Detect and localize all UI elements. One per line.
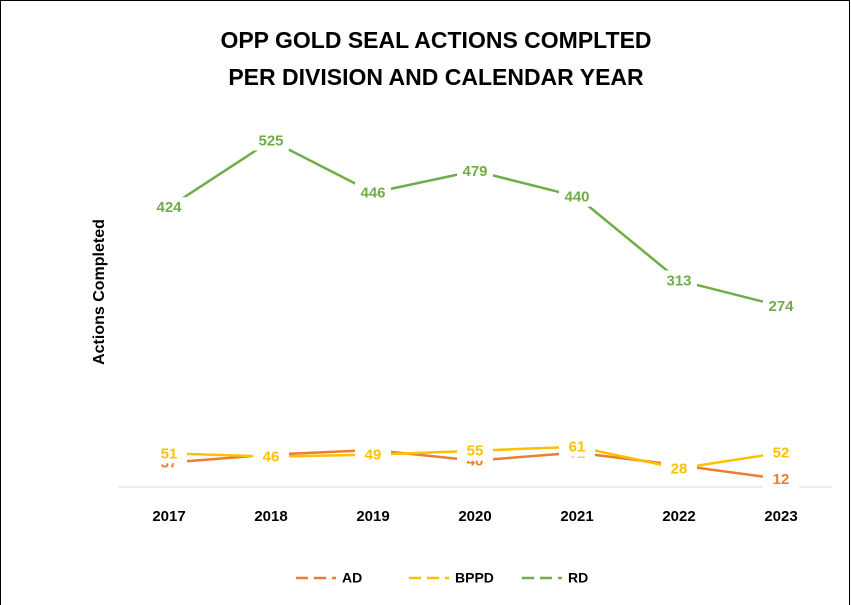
data-label-bg: [355, 444, 391, 465]
x-tick-label: 2018: [254, 508, 287, 525]
data-label-bg: [763, 296, 799, 317]
data-label-bg: [457, 160, 493, 181]
data-label-bg: [151, 197, 187, 218]
x-tick-label: 2022: [662, 508, 695, 525]
data-label-bg: [253, 130, 289, 151]
data-label-bg: [661, 270, 697, 291]
x-tick-label: 2020: [458, 508, 491, 525]
x-tick-label: 2023: [764, 508, 797, 525]
legend-label: BPPD: [455, 570, 494, 586]
data-label-bg: [151, 443, 187, 464]
data-label: 49: [365, 447, 382, 464]
data-label: 525: [258, 132, 283, 149]
data-label: 12: [773, 471, 790, 488]
data-label: 274: [768, 298, 794, 315]
data-label-bg: [559, 186, 595, 207]
data-label: 446: [360, 185, 385, 202]
data-label-bg: [253, 446, 289, 467]
data-label: 61: [569, 439, 586, 456]
data-label: 46: [263, 449, 280, 466]
y-axis-label: Actions Completed: [91, 219, 108, 365]
chart-title: PER DIVISION AND CALENDAR YEAR: [228, 64, 644, 90]
chart-title: OPP GOLD SEAL ACTIONS COMPLTED: [220, 27, 651, 53]
x-tick-label: 2017: [152, 508, 185, 525]
data-label: 313: [666, 272, 691, 289]
legend-label: RD: [568, 570, 588, 586]
data-label-bg: [457, 440, 493, 461]
data-label: 52: [773, 445, 790, 462]
data-label: 55: [467, 443, 484, 460]
data-label-bg: [763, 442, 799, 463]
legend-label: AD: [342, 570, 362, 586]
data-label: 440: [564, 189, 589, 206]
data-label-bg: [763, 469, 799, 490]
x-tick-label: 2021: [560, 508, 593, 525]
data-label: 28: [671, 460, 688, 477]
data-label: 479: [462, 163, 487, 180]
data-label-bg: [355, 182, 391, 203]
data-label: 51: [161, 445, 178, 462]
data-label-bg: [559, 436, 595, 457]
data-label-bg: [661, 458, 697, 479]
data-label: 424: [156, 199, 182, 216]
x-tick-label: 2019: [356, 508, 389, 525]
